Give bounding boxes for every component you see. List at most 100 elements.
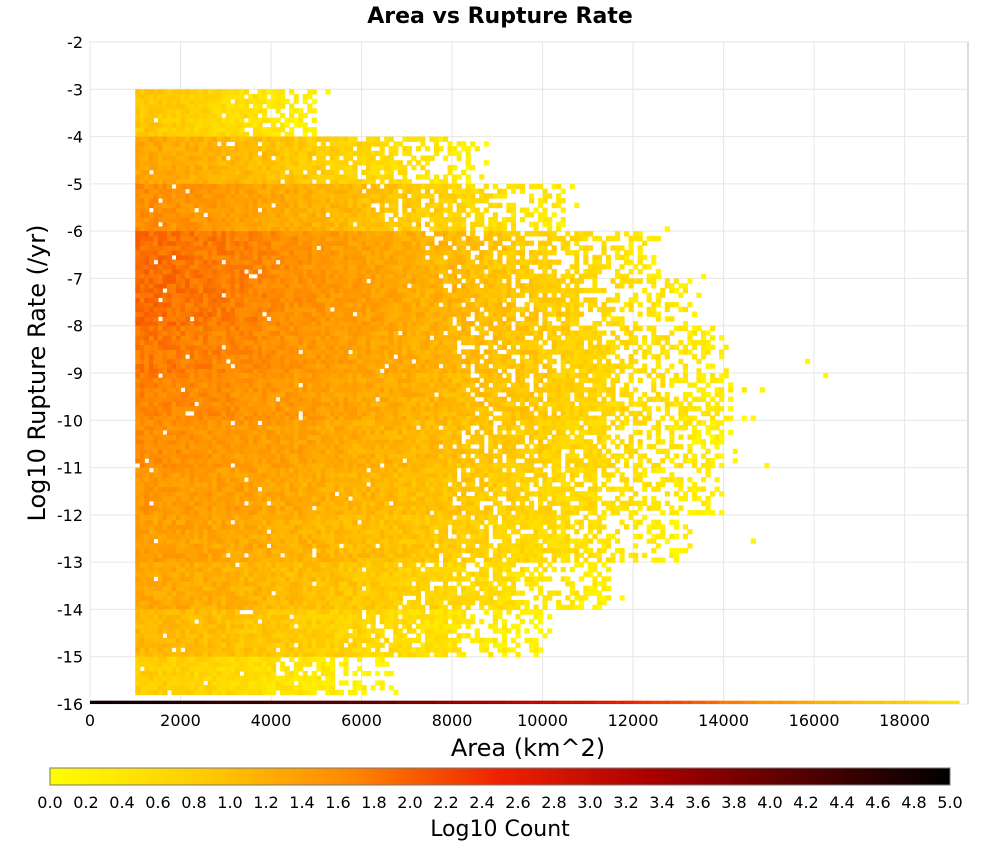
heatmap-cell — [424, 410, 431, 417]
heatmap-cell — [316, 292, 322, 298]
heatmap-cell — [619, 273, 625, 280]
heatmap-cell — [347, 155, 354, 161]
heatmap-cell — [212, 302, 218, 308]
heatmap-cell — [243, 231, 250, 237]
heatmap-cell — [357, 231, 363, 237]
heatmap-cell — [379, 202, 385, 209]
heatmap-cell — [379, 415, 385, 421]
heatmap-cell — [393, 141, 399, 147]
heatmap-cell — [347, 226, 354, 232]
heatmap-cell — [361, 207, 367, 213]
heatmap-cell — [261, 287, 268, 294]
heatmap-cell — [207, 94, 213, 100]
heatmap-cell — [519, 273, 526, 280]
heatmap-cell — [225, 339, 231, 346]
heatmap-cell — [271, 273, 277, 280]
heatmap-cell — [261, 146, 268, 152]
heatmap-cell — [189, 254, 195, 261]
heatmap-cell — [261, 89, 268, 95]
heatmap-cell — [189, 311, 195, 317]
heatmap-cell — [139, 259, 145, 265]
heatmap-cell — [524, 259, 530, 265]
heatmap-cell — [180, 259, 186, 265]
heatmap-cell — [524, 368, 530, 374]
heatmap-cell — [257, 354, 263, 360]
heatmap-cell — [148, 278, 154, 284]
heatmap-cell — [424, 302, 431, 308]
heatmap-cell — [271, 231, 277, 237]
heatmap-cell — [338, 193, 345, 199]
heatmap-cell — [275, 325, 281, 332]
heatmap-cell — [329, 202, 335, 209]
heatmap-cell — [289, 221, 295, 228]
heatmap-cell — [583, 245, 589, 251]
heatmap-cell — [289, 141, 295, 147]
heatmap-cell — [207, 278, 213, 284]
heatmap-cell — [194, 264, 200, 270]
heatmap-cell — [275, 207, 281, 213]
heatmap-cell — [420, 207, 426, 213]
heatmap-cell — [456, 250, 462, 256]
heatmap-cell — [474, 316, 480, 322]
heatmap-cell — [325, 245, 331, 251]
heatmap-cell — [605, 235, 612, 242]
heatmap-cell — [384, 264, 390, 270]
heatmap-cell — [384, 368, 390, 374]
heatmap-cell — [433, 302, 440, 308]
heatmap-cell — [393, 325, 399, 332]
heatmap-cell — [402, 325, 408, 332]
heatmap-cell — [175, 94, 182, 100]
heatmap-cell — [171, 174, 177, 180]
heatmap-cell — [565, 368, 571, 374]
heatmap-cell — [302, 410, 308, 417]
heatmap-cell — [470, 245, 476, 251]
heatmap-cell — [185, 155, 191, 161]
heatmap-cell — [180, 410, 186, 417]
heatmap-cell — [266, 320, 272, 327]
heatmap-cell — [329, 335, 335, 341]
heatmap-cell — [497, 259, 503, 265]
heatmap-cell — [529, 339, 535, 346]
heatmap-cell — [533, 320, 539, 327]
heatmap-cell — [429, 316, 435, 322]
heatmap-cell — [261, 212, 268, 218]
heatmap-cell — [166, 198, 173, 204]
heatmap-cell — [687, 330, 693, 336]
heatmap-cell — [234, 245, 240, 251]
heatmap-cell — [194, 287, 200, 294]
heatmap-cell — [384, 287, 390, 294]
heatmap-cell — [470, 198, 476, 204]
heatmap-cell — [343, 221, 349, 228]
heatmap-cell — [366, 349, 372, 355]
heatmap-cell — [424, 250, 431, 256]
heatmap-cell — [682, 287, 689, 294]
heatmap-cell — [293, 136, 299, 142]
heatmap-cell — [415, 349, 421, 355]
heatmap-cell — [388, 150, 394, 157]
heatmap-cell — [329, 415, 335, 421]
heatmap-cell — [212, 179, 218, 185]
heatmap-cell — [198, 155, 204, 161]
heatmap-cell — [366, 358, 372, 365]
heatmap-cell — [275, 330, 281, 336]
heatmap-cell — [234, 268, 240, 275]
heatmap-cell — [234, 169, 240, 175]
heatmap-cell — [420, 183, 426, 190]
heatmap-cell — [605, 344, 612, 350]
heatmap-cell — [474, 311, 480, 317]
heatmap-cell — [429, 325, 435, 332]
heatmap-cell — [261, 131, 268, 138]
heatmap-cell — [212, 415, 218, 421]
heatmap-cell — [397, 164, 403, 171]
heatmap-cell — [384, 141, 390, 147]
heatmap-cell — [234, 240, 240, 246]
heatmap-cell — [298, 292, 304, 298]
heatmap-cell — [461, 245, 467, 251]
heatmap-cell — [524, 283, 530, 289]
heatmap-cell — [284, 349, 290, 355]
heatmap-cell — [171, 415, 177, 421]
heatmap-cell — [483, 349, 489, 355]
heatmap-cell — [289, 268, 295, 275]
heatmap-cell — [271, 283, 277, 289]
heatmap-cell — [203, 410, 209, 417]
